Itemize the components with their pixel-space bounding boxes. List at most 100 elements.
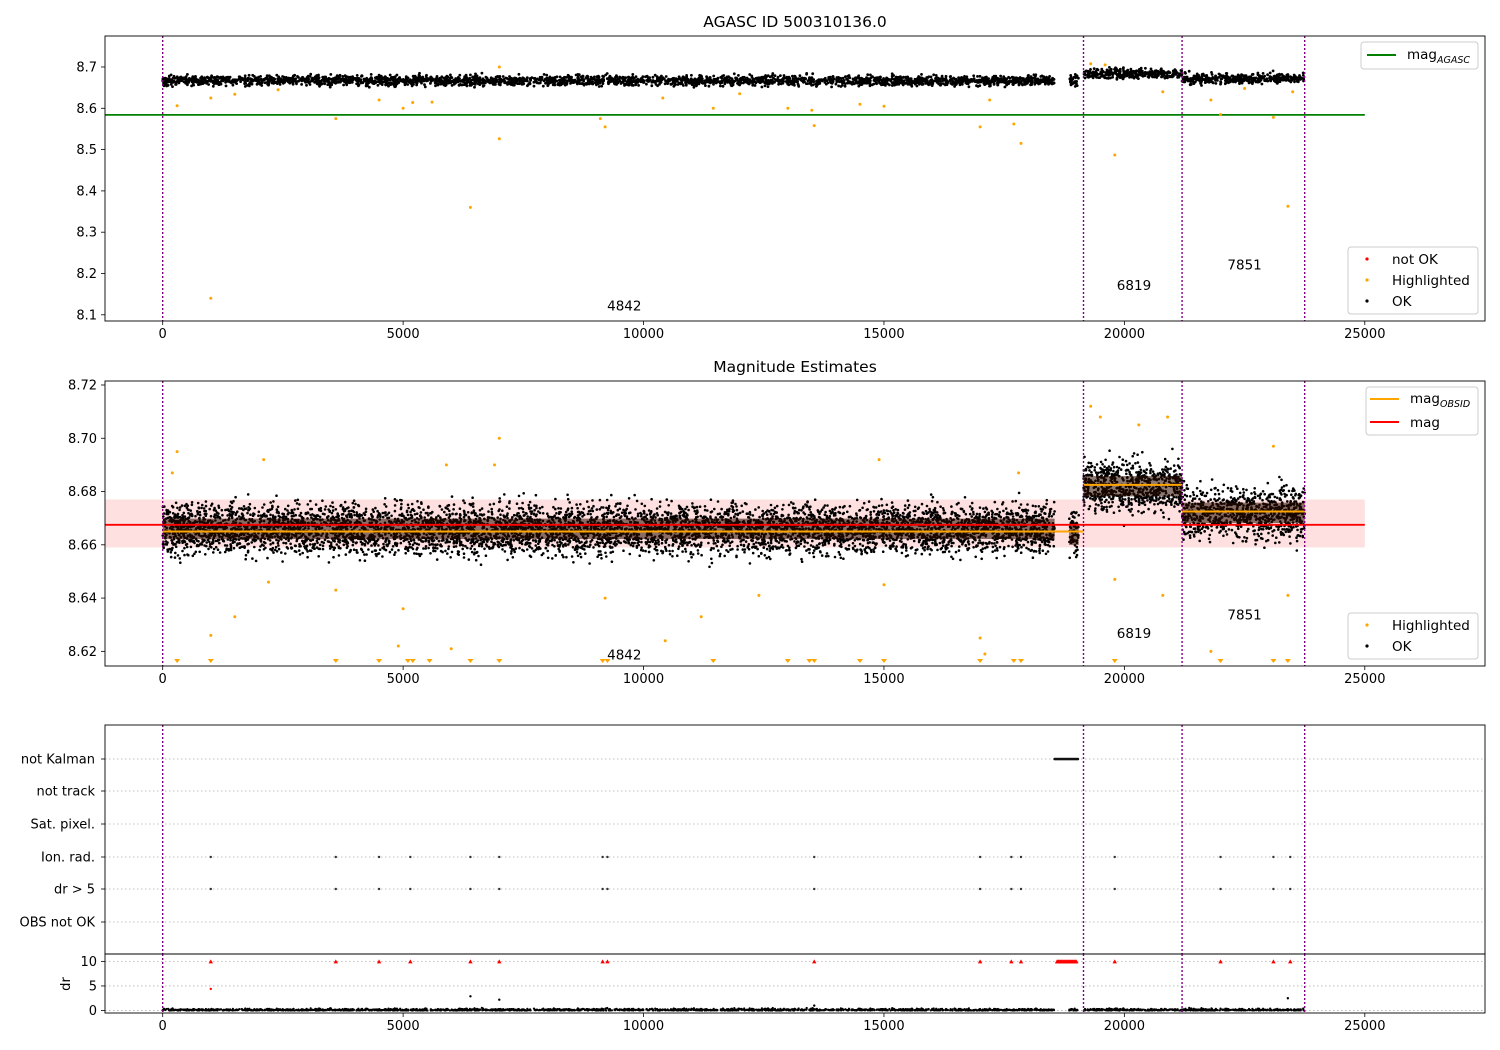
ok-point: [791, 74, 794, 78]
ok-point: [608, 79, 611, 83]
ok-point: [449, 73, 452, 77]
highlighted-point: [738, 92, 742, 96]
ok-point: [1100, 67, 1104, 71]
ok-point: [656, 84, 659, 88]
ok-point: [327, 77, 331, 80]
ok-point: [1240, 73, 1244, 77]
ok-point: [1030, 78, 1034, 82]
ok-point: [882, 77, 885, 80]
ok-point: [653, 73, 657, 77]
ok-point: [492, 81, 496, 85]
ok-point: [1088, 74, 1092, 77]
ok-point: [465, 79, 469, 82]
plot-area: [105, 36, 1365, 321]
ok-point: [1011, 515, 1015, 518]
ok-point: [613, 78, 617, 82]
ok-point: [412, 77, 416, 80]
highlighted-point: [209, 296, 213, 300]
ok-point: [231, 83, 235, 87]
highlighted-point: [598, 117, 602, 121]
ok-point: [298, 503, 301, 506]
ok-point: [672, 76, 676, 80]
ok-point: [916, 78, 920, 82]
ok-point: [388, 73, 392, 77]
ok-point: [864, 77, 867, 81]
ok-point: [422, 77, 426, 81]
ok-point: [776, 75, 780, 79]
ok-point: [830, 81, 834, 85]
ok-point: [748, 73, 752, 76]
ok-point: [444, 75, 448, 79]
y-tick-label: 8.5: [76, 143, 97, 158]
ok-point: [533, 76, 537, 80]
ok-point: [844, 75, 847, 79]
ok-point: [897, 82, 901, 86]
highlighted-point: [334, 117, 338, 121]
ok-point: [355, 74, 359, 77]
ok-point: [975, 512, 979, 516]
ok-point: [329, 73, 333, 76]
ok-point: [182, 76, 186, 80]
highlighted-point: [1089, 62, 1093, 66]
observation-label: 7851: [1227, 257, 1261, 273]
ok-point: [377, 544, 380, 547]
ok-point: [439, 78, 443, 82]
ok-point: [1034, 73, 1038, 77]
ok-point: [235, 82, 239, 85]
ok-point: [501, 548, 504, 551]
ok-point: [695, 80, 699, 84]
ok-point: [355, 76, 359, 80]
ok-point: [1109, 67, 1113, 71]
ok-point: [328, 81, 332, 84]
ok-point: [800, 509, 803, 512]
ok-point: [693, 509, 697, 513]
ok-point: [198, 550, 201, 554]
ok-point: [899, 76, 903, 80]
ok-point: [710, 510, 714, 513]
ok-point: [680, 81, 684, 84]
ok-point: [939, 505, 942, 509]
ok-point: [707, 84, 711, 88]
ok-point: [172, 76, 176, 80]
ok-point: [772, 76, 775, 80]
ok-point: [494, 75, 498, 79]
ok-point: [1163, 71, 1167, 75]
ok-point: [360, 74, 364, 78]
ok-point: [214, 80, 217, 84]
ok-point: [556, 541, 559, 544]
ok-point: [1017, 83, 1021, 86]
agasc-magnitude-panel: AGASC ID 500310136.0 0 5000 10000 15000 2000…: [76, 13, 1486, 342]
ok-point: [411, 74, 415, 78]
ok-point: [943, 83, 947, 87]
ok-point: [651, 79, 655, 82]
ok-point: [940, 74, 944, 78]
highlighted-point: [786, 106, 790, 110]
ok-point: [367, 85, 371, 89]
ok-point: [953, 77, 957, 81]
ok-point: [211, 76, 215, 79]
ok-point: [1171, 69, 1175, 73]
ok-point: [429, 552, 432, 555]
ok-point: [679, 77, 683, 80]
ok-point: [244, 557, 247, 561]
ok-point: [382, 542, 385, 546]
ok-point: [197, 83, 200, 86]
ok-point: [1192, 74, 1196, 78]
highlighted-point: [401, 106, 405, 110]
ok-point: [872, 510, 876, 513]
ok-point: [469, 73, 472, 77]
ok-point: [351, 543, 355, 547]
ok-point: [673, 83, 677, 87]
ok-point: [1093, 71, 1097, 75]
ok-point: [1115, 69, 1119, 72]
ok-point: [269, 501, 273, 504]
ok-point: [485, 76, 489, 80]
ok-point: [323, 77, 327, 81]
ok-point: [1260, 82, 1264, 86]
ok-point: [1118, 76, 1122, 79]
ok-point: [406, 79, 410, 83]
ok-point: [397, 81, 400, 85]
ok-point: [1292, 73, 1296, 77]
ok-point: [1239, 78, 1243, 82]
ok-point: [410, 79, 414, 83]
